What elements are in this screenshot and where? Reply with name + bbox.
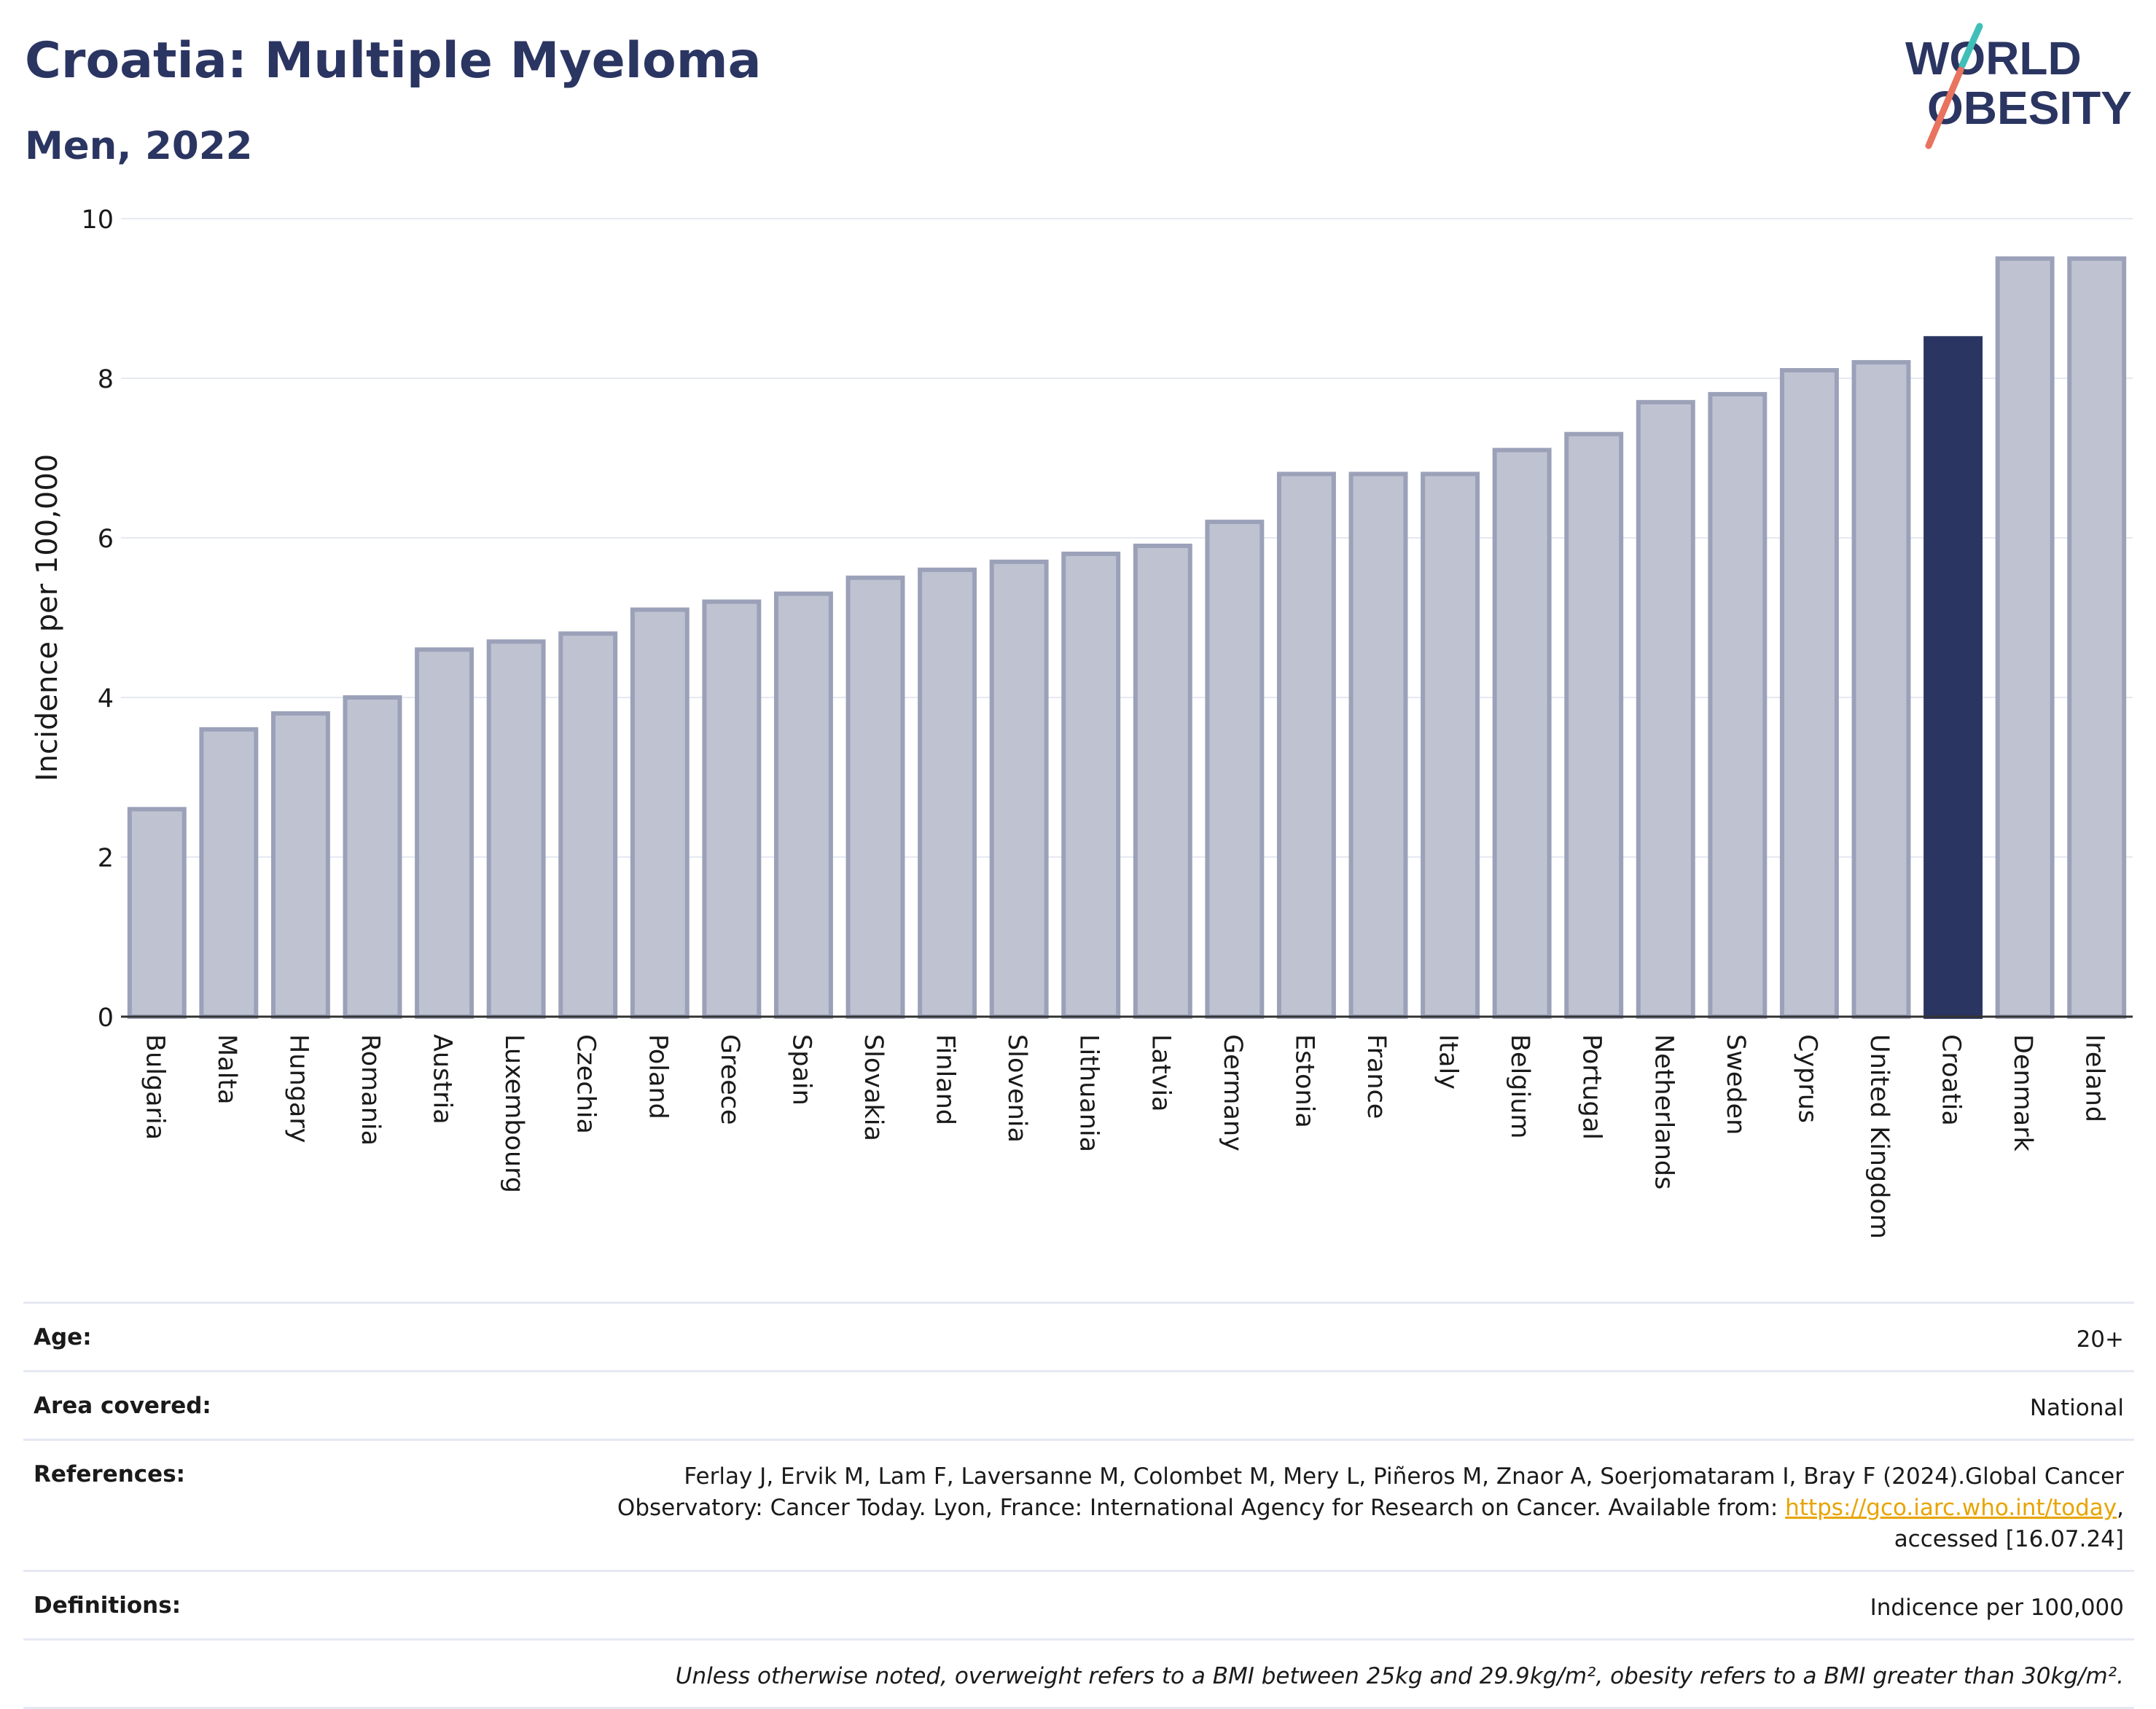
bar <box>486 639 546 1019</box>
logo-word-world: WORLD <box>1905 32 2082 85</box>
x-tick-label: Sweden <box>1721 1034 1750 1135</box>
bar <box>1995 256 2055 1019</box>
logo-slash-teal <box>1958 23 1983 69</box>
bar <box>1708 391 1768 1019</box>
bar <box>1348 472 1408 1019</box>
bar <box>415 647 474 1019</box>
x-tick-label: Luxembourg <box>499 1034 528 1193</box>
bar <box>199 727 259 1019</box>
bar <box>702 599 762 1019</box>
y-axis-title: Incidence per 100,000 <box>31 454 64 782</box>
bar-chart: 0 2 4 6 8 10 Bulgaria Malta Hungary Romania Austri… <box>31 206 2133 1239</box>
bar <box>270 711 330 1020</box>
x-tick-label: Poland <box>643 1034 672 1119</box>
x-tick-label: Slovenia <box>1002 1034 1031 1143</box>
meta-row-note: Unless otherwise noted, overweight refer… <box>23 1638 2134 1709</box>
x-tick-label: United Kingdom <box>1864 1034 1894 1239</box>
x-tick-label: Czechia <box>571 1034 601 1134</box>
bar <box>1851 360 1911 1020</box>
bar <box>773 591 833 1019</box>
x-tick-label: Croatia <box>1937 1034 1966 1126</box>
x-tick-label: Cyprus <box>1792 1034 1821 1123</box>
x-tick-label: Lithuania <box>1074 1034 1104 1152</box>
x-tick-label: Finland <box>931 1034 960 1125</box>
x-tick-label: Latvia <box>1146 1034 1175 1112</box>
logo-word-obesity: OBESITY <box>1927 82 2132 134</box>
y-tick-label: 0 <box>98 1004 114 1033</box>
x-tick-label: Romania <box>356 1034 385 1146</box>
x-tick-label: Malta <box>212 1034 241 1105</box>
references-line-1: Ferlay J, Ervik M, Lam F, Laversanne M, … <box>684 1463 2124 1490</box>
meta-row-references: References: Ferlay J, Ervik M, Lam F, La… <box>23 1439 2134 1570</box>
bar <box>845 575 905 1019</box>
bar <box>918 567 977 1019</box>
references-line-2-suffix: , <box>2117 1495 2124 1521</box>
bar-highlighted <box>1923 336 1983 1019</box>
bar <box>1205 520 1265 1019</box>
references-label: References: <box>34 1461 186 1487</box>
age-value: 20+ <box>2076 1326 2124 1353</box>
axis-layer: 0 2 4 6 8 10 Bulgaria Malta Hungary Romania Austri… <box>81 206 2133 1239</box>
x-tick-label: Portugal <box>1577 1034 1606 1140</box>
x-tick-label: Slovakia <box>859 1034 888 1141</box>
area-label: Area covered: <box>34 1393 211 1419</box>
bar <box>989 559 1049 1019</box>
bar <box>1061 551 1121 1019</box>
bar <box>630 607 690 1019</box>
x-tick-label: Greece <box>715 1034 744 1125</box>
bar <box>1564 431 1624 1019</box>
y-tick-label: 6 <box>98 525 114 554</box>
x-tick-label: France <box>1362 1034 1391 1119</box>
definitions-value: Indicence per 100,000 <box>1870 1595 2124 1621</box>
bar <box>2067 256 2127 1019</box>
references-line-2: Observatory: Cancer Today. Lyon, France:… <box>617 1493 2124 1524</box>
y-tick-label: 8 <box>98 365 114 394</box>
x-tick-label: Austria <box>428 1034 457 1125</box>
references-value: Ferlay J, Ervik M, Lam F, Laversanne M, … <box>617 1461 2124 1555</box>
x-tick-label: Spain <box>786 1034 816 1106</box>
meta-row-definitions: Definitions: Indicence per 100,000 <box>23 1570 2134 1638</box>
references-line-2-text: Observatory: Cancer Today. Lyon, France:… <box>617 1495 1786 1521</box>
metadata-table: Age: 20+ Area covered: National Referenc… <box>23 1302 2134 1709</box>
area-value: National <box>2029 1395 2124 1421</box>
bar <box>1276 472 1336 1019</box>
references-link[interactable]: https://gco.iarc.who.int/today <box>1785 1495 2117 1521</box>
x-tick-label: Denmark <box>2008 1034 2037 1152</box>
bmi-note: Unless otherwise noted, overweight refer… <box>675 1663 2124 1689</box>
bar-layer <box>127 256 2127 1020</box>
x-tick-label: Estonia <box>1289 1034 1319 1128</box>
x-tick-label: Netherlands <box>1649 1034 1678 1189</box>
page-title: Croatia: Multiple Myeloma <box>25 32 762 90</box>
x-tick-label: Belgium <box>1505 1034 1534 1139</box>
age-label: Age: <box>34 1324 92 1350</box>
logo-slash-coral <box>1925 66 1964 149</box>
definitions-label: Definitions: <box>34 1592 181 1619</box>
x-tick-label: Italy <box>1434 1034 1463 1090</box>
meta-row-area: Area covered: National <box>23 1370 2134 1439</box>
x-tick-label: Hungary <box>284 1034 313 1143</box>
x-tick-label: Germany <box>1218 1034 1247 1151</box>
bar <box>1133 543 1192 1019</box>
bar <box>1636 399 1695 1019</box>
y-tick-label: 2 <box>98 844 114 873</box>
bar <box>343 695 402 1019</box>
bar <box>1779 368 1839 1019</box>
references-line-3: accessed [16.07.24] <box>1894 1526 2124 1552</box>
bar <box>1492 447 1552 1019</box>
x-tick-label: Ireland <box>2080 1034 2109 1122</box>
bar <box>558 631 618 1019</box>
bar <box>1421 472 1480 1019</box>
world-obesity-logo: WORLD OBESITY <box>1905 23 2132 149</box>
bar <box>127 807 187 1020</box>
y-tick-label: 10 <box>81 206 114 235</box>
x-tick-label: Bulgaria <box>140 1034 169 1140</box>
y-tick-label: 4 <box>98 684 114 713</box>
meta-row-age: Age: 20+ <box>23 1302 2134 1370</box>
page-subtitle: Men, 2022 <box>25 124 253 168</box>
